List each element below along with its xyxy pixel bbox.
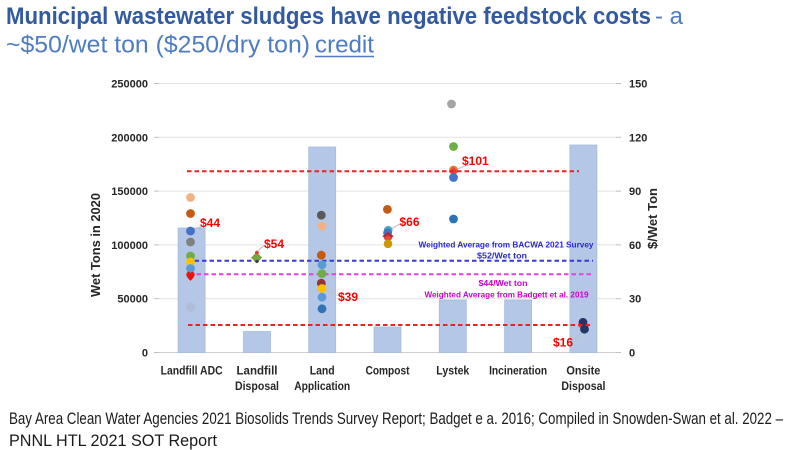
svg-text:100000: 100000: [111, 240, 148, 252]
svg-text:Land: Land: [310, 366, 335, 378]
svg-text:Onsite: Onsite: [566, 366, 600, 378]
svg-text:Application: Application: [294, 381, 350, 393]
svg-text:0: 0: [629, 348, 635, 360]
svg-text:$/Wet Ton: $/Wet Ton: [646, 188, 660, 249]
svg-text:30: 30: [629, 294, 641, 306]
svg-text:Lystek: Lystek: [436, 366, 470, 378]
svg-text:$39: $39: [338, 290, 358, 304]
svg-text:credit: credit: [315, 32, 374, 59]
svg-text:150: 150: [629, 79, 647, 91]
svg-text:150000: 150000: [111, 186, 148, 198]
svg-text:60: 60: [629, 240, 641, 252]
svg-text:$44: $44: [200, 216, 220, 230]
svg-text:Disposal: Disposal: [235, 381, 279, 393]
svg-text:120: 120: [629, 132, 647, 144]
svg-text:Disposal: Disposal: [561, 381, 605, 393]
svg-text:Wet Tons in 2020: Wet Tons in 2020: [88, 193, 103, 297]
svg-text:Landfill ADC: Landfill ADC: [161, 366, 223, 378]
svg-text:$54: $54: [264, 237, 284, 251]
svg-text:Incineration: Incineration: [489, 366, 547, 378]
svg-text:$16: $16: [553, 336, 573, 350]
svg-text:250000: 250000: [111, 79, 148, 91]
svg-text:200000: 200000: [111, 132, 148, 144]
svg-text:0: 0: [142, 348, 148, 360]
svg-text:PNNL HTL 2021 SOT Report: PNNL HTL 2021 SOT Report: [9, 431, 217, 450]
svg-text:$52/Wet ton: $52/Wet ton: [477, 252, 527, 261]
svg-text:Landfill: Landfill: [237, 366, 278, 378]
svg-text:Bay Area Clean Water Agencies: Bay Area Clean Water Agencies 2021 Bioso…: [9, 409, 783, 428]
svg-text:Municipal wastewater sludges h: Municipal wastewater sludges have negati…: [6, 3, 651, 30]
svg-text:90: 90: [629, 186, 641, 198]
svg-text:$101: $101: [462, 154, 489, 168]
svg-text:Compost: Compost: [366, 366, 410, 378]
svg-text:Weighted Average from Badgett: Weighted Average from Badgett et al. 201…: [425, 291, 590, 300]
svg-text:Weighted Average from BACWA 20: Weighted Average from BACWA 2021 Survey: [419, 241, 595, 250]
svg-text:$44/Wet ton: $44/Wet ton: [479, 279, 528, 288]
svg-text:- a: - a: [655, 3, 684, 30]
svg-text:~$50/wet ton ($250/dry ton): ~$50/wet ton ($250/dry ton): [6, 32, 310, 59]
svg-text:$66: $66: [400, 215, 420, 229]
svg-text:50000: 50000: [117, 294, 148, 306]
